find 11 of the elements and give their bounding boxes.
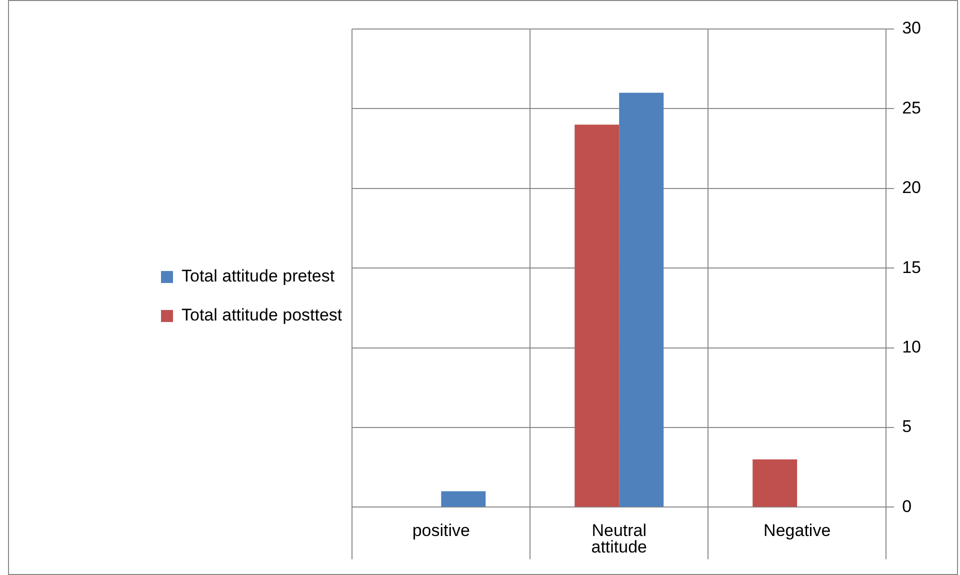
y-tick-label: 10 — [902, 337, 922, 356]
y-tick-label: 20 — [902, 178, 922, 198]
y-tick-label: 5 — [902, 417, 912, 436]
legend-label: Total attitude posttest — [182, 306, 342, 325]
y-tick-label: 25 — [902, 98, 922, 118]
x-tick-label: Negative — [764, 521, 831, 540]
y-tick-label: 0 — [902, 496, 912, 516]
y-tick-label: 30 — [902, 18, 922, 38]
legend-label: Total attitude pretest — [182, 266, 335, 286]
y-tick-label: 15 — [902, 258, 922, 277]
x-tick-label: positive — [412, 521, 470, 540]
